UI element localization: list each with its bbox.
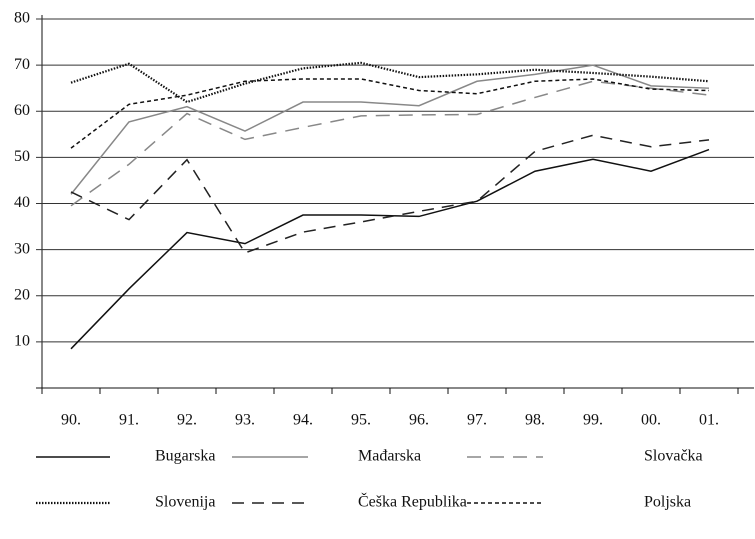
y-tick-label: 20 <box>14 286 30 303</box>
y-tick-label: 70 <box>14 56 30 73</box>
legend-label: Mađarska <box>358 448 421 465</box>
legend-label: Češka Republika <box>358 492 467 511</box>
series-line <box>70 78 710 149</box>
legend-label: Poljska <box>644 494 691 511</box>
y-tick-label: 80 <box>14 10 30 27</box>
y-tick-label: 40 <box>14 194 30 211</box>
x-tick-label: 92. <box>177 412 197 429</box>
x-tick-label: 00. <box>641 412 661 429</box>
legend-label: Bugarska <box>155 448 215 465</box>
y-tick-label: 10 <box>14 333 30 350</box>
x-tick-label: 96. <box>409 412 429 429</box>
x-tick-label: 95. <box>351 412 371 429</box>
x-tick-label: 98. <box>525 412 545 429</box>
y-tick-label: 50 <box>14 148 30 165</box>
x-tick-label: 99. <box>583 412 603 429</box>
series-line <box>70 64 710 195</box>
series-line <box>70 80 710 207</box>
x-tick-label: 97. <box>467 412 487 429</box>
series-line <box>70 61 710 104</box>
series-line <box>70 148 710 350</box>
x-tick-label: 01. <box>699 412 719 429</box>
y-tick-label: 60 <box>14 102 30 119</box>
y-tick-label: 30 <box>14 240 30 257</box>
x-tick-label: 90. <box>61 412 81 429</box>
series-line <box>70 134 710 254</box>
x-tick-label: 94. <box>293 412 313 429</box>
x-tick-label: 91. <box>119 412 139 429</box>
legend-label: Slovačka <box>644 448 703 465</box>
x-tick-label: 93. <box>235 412 255 429</box>
legend-label: Slovenija <box>155 494 215 511</box>
